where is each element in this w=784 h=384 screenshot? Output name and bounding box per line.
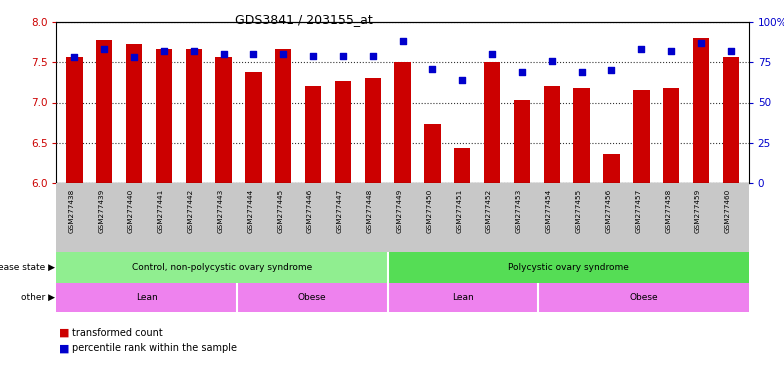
Point bbox=[366, 53, 379, 59]
Point bbox=[426, 66, 439, 72]
Text: Lean: Lean bbox=[452, 293, 474, 302]
Text: GSM277438: GSM277438 bbox=[68, 189, 74, 233]
Text: GSM277443: GSM277443 bbox=[217, 189, 223, 233]
Bar bbox=[125, 44, 142, 183]
Text: GSM277457: GSM277457 bbox=[635, 189, 641, 233]
Point bbox=[605, 67, 618, 73]
Bar bbox=[723, 56, 739, 183]
Bar bbox=[365, 78, 381, 183]
Text: GSM277459: GSM277459 bbox=[695, 189, 701, 233]
Text: GSM277453: GSM277453 bbox=[516, 189, 522, 233]
Text: GSM277446: GSM277446 bbox=[307, 189, 313, 233]
Text: GSM277451: GSM277451 bbox=[456, 189, 463, 233]
Bar bbox=[56, 252, 387, 283]
Point bbox=[217, 51, 230, 57]
Bar bbox=[693, 38, 710, 183]
Text: Control, non-polycystic ovary syndrome: Control, non-polycystic ovary syndrome bbox=[132, 263, 312, 272]
Text: GSM277439: GSM277439 bbox=[98, 189, 104, 233]
Text: Polycystic ovary syndrome: Polycystic ovary syndrome bbox=[508, 263, 629, 272]
Point bbox=[396, 38, 408, 45]
Text: GSM277455: GSM277455 bbox=[575, 189, 582, 233]
Point bbox=[456, 77, 469, 83]
Bar bbox=[424, 124, 441, 183]
Bar bbox=[305, 86, 321, 183]
Text: disease state ▶: disease state ▶ bbox=[0, 263, 55, 272]
Point bbox=[516, 69, 528, 75]
Text: Obese: Obese bbox=[629, 293, 658, 302]
Point bbox=[307, 53, 319, 59]
Bar bbox=[186, 48, 202, 183]
Text: percentile rank within the sample: percentile rank within the sample bbox=[72, 343, 237, 354]
Point bbox=[695, 40, 707, 46]
Bar bbox=[387, 252, 749, 283]
Text: ■: ■ bbox=[59, 328, 69, 338]
Bar bbox=[514, 100, 530, 183]
Point bbox=[575, 69, 588, 75]
Text: transformed count: transformed count bbox=[72, 328, 163, 338]
Bar bbox=[237, 283, 387, 312]
Text: GDS3841 / 203155_at: GDS3841 / 203155_at bbox=[235, 13, 373, 26]
Point bbox=[546, 58, 558, 64]
Text: ■: ■ bbox=[59, 343, 69, 354]
Text: GSM277456: GSM277456 bbox=[605, 189, 612, 233]
Point bbox=[336, 53, 349, 59]
Text: GSM277448: GSM277448 bbox=[367, 189, 372, 233]
Point bbox=[635, 46, 648, 53]
Point bbox=[724, 48, 737, 54]
Text: Lean: Lean bbox=[136, 293, 158, 302]
Text: GSM277454: GSM277454 bbox=[546, 189, 552, 233]
Point bbox=[128, 55, 140, 61]
Point bbox=[247, 51, 260, 57]
Text: GSM277447: GSM277447 bbox=[337, 189, 343, 233]
Point bbox=[665, 48, 677, 54]
Text: GSM277458: GSM277458 bbox=[665, 189, 671, 233]
Bar bbox=[335, 81, 351, 183]
Point bbox=[486, 51, 499, 57]
Text: GSM277440: GSM277440 bbox=[128, 189, 134, 233]
Bar bbox=[484, 62, 500, 183]
Text: GSM277444: GSM277444 bbox=[248, 189, 253, 233]
Point bbox=[98, 46, 111, 53]
Bar bbox=[56, 283, 237, 312]
Bar bbox=[573, 88, 590, 183]
Bar bbox=[156, 48, 172, 183]
Bar bbox=[66, 58, 82, 183]
Text: other ▶: other ▶ bbox=[21, 293, 55, 302]
Bar bbox=[275, 48, 292, 183]
Point bbox=[68, 55, 81, 61]
Bar bbox=[216, 58, 232, 183]
Bar bbox=[454, 147, 470, 183]
Text: GSM277445: GSM277445 bbox=[278, 189, 283, 233]
Text: GSM277452: GSM277452 bbox=[486, 189, 492, 233]
Text: GSM277441: GSM277441 bbox=[158, 189, 164, 233]
Text: GSM277450: GSM277450 bbox=[426, 189, 433, 233]
Text: GSM277442: GSM277442 bbox=[187, 189, 194, 233]
Text: Obese: Obese bbox=[298, 293, 327, 302]
Bar bbox=[245, 72, 262, 183]
Point bbox=[187, 48, 200, 54]
Text: GSM277460: GSM277460 bbox=[725, 189, 731, 233]
Point bbox=[158, 48, 170, 54]
Bar bbox=[96, 40, 112, 183]
Bar bbox=[633, 90, 649, 183]
Bar bbox=[543, 86, 560, 183]
Bar bbox=[394, 62, 411, 183]
Text: GSM277449: GSM277449 bbox=[397, 189, 402, 233]
Bar bbox=[603, 154, 619, 183]
Point bbox=[277, 51, 289, 57]
Bar bbox=[538, 283, 749, 312]
Bar bbox=[387, 283, 538, 312]
Bar bbox=[663, 88, 680, 183]
